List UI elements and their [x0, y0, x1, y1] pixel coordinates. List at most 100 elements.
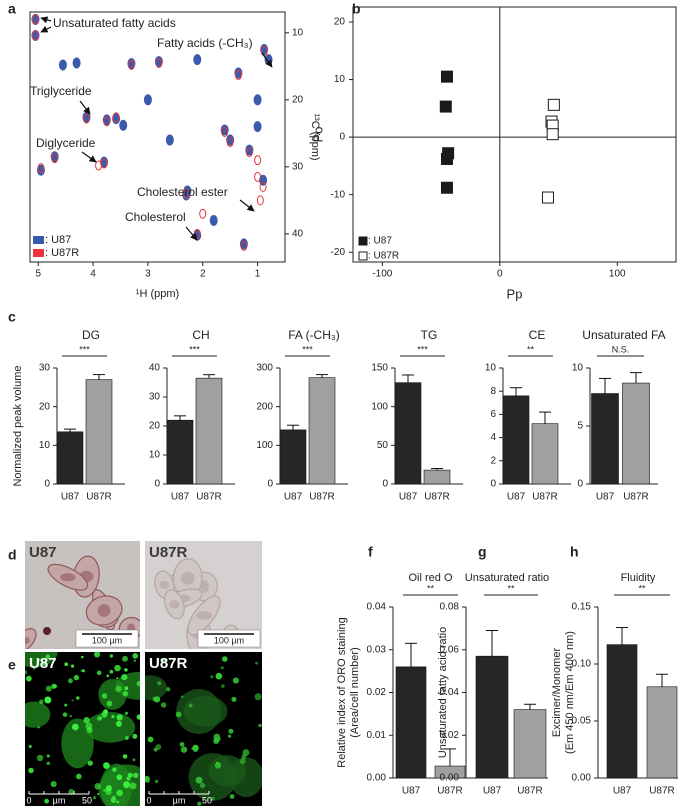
- x-tick-label: U87: [61, 492, 80, 503]
- lipid-droplet: [180, 746, 188, 753]
- peak: [31, 30, 39, 41]
- panel-letter: h: [570, 544, 579, 560]
- chart-title: DG: [82, 328, 100, 342]
- legend-label: : U87: [45, 234, 71, 246]
- lipid-droplet: [97, 716, 102, 721]
- y-axis-label: ¹³C (ppm): [309, 113, 321, 160]
- point: [440, 70, 453, 83]
- micrograph: 100 µm U87: [25, 541, 140, 649]
- lipid-droplet: [228, 734, 232, 738]
- lipid-droplet: [94, 652, 101, 658]
- peaks: [31, 13, 273, 251]
- lipid-droplet: [69, 714, 72, 718]
- legend-label: : U87R: [368, 251, 399, 262]
- y-tick-label: 20: [39, 401, 51, 412]
- image-label: U87R: [149, 544, 188, 561]
- x-tick-label: U87: [402, 786, 421, 797]
- lipid-droplet: [97, 792, 100, 796]
- y-tick-label: 4: [490, 432, 496, 443]
- micrograph: 0 µm 50 U87R: [145, 652, 262, 806]
- lipid-droplet: [76, 696, 80, 700]
- lipid-droplet: [105, 788, 112, 795]
- bar: [502, 395, 530, 485]
- peak: [199, 208, 207, 219]
- lipid-droplet: [122, 655, 128, 662]
- y-tick-label: 0.04: [367, 602, 387, 613]
- lipid-droplet: [106, 700, 113, 707]
- lipid-droplet: [116, 800, 120, 804]
- cell-glow: [25, 701, 51, 728]
- panel-letter: a: [8, 1, 16, 17]
- micrograph: 100 µm U87R: [145, 541, 262, 649]
- y-tick-label: 0: [267, 479, 273, 490]
- lipid-droplet: [38, 659, 41, 662]
- peak: [103, 116, 111, 127]
- panel-letter: e: [8, 657, 16, 673]
- lipid-droplet: [154, 779, 159, 784]
- lipid-droplet: [124, 686, 129, 691]
- lipid-droplet: [30, 657, 33, 661]
- panel-letter: c: [8, 309, 16, 325]
- annotation-arrow: [239, 199, 255, 212]
- y-axis-label: Normalized peak volume: [12, 365, 24, 486]
- panel-letter: d: [8, 547, 17, 563]
- lipid-droplet: [258, 723, 262, 728]
- y-tick-label: 30: [292, 161, 304, 172]
- lipid-droplet: [124, 668, 128, 672]
- y-tick-label: 50: [377, 440, 389, 451]
- y-tick-label: 20: [334, 17, 346, 28]
- lipid-droplet: [83, 717, 90, 724]
- y-tick-label: 0.05: [572, 716, 592, 727]
- annotation: Cholesterol: [125, 210, 186, 224]
- lipid-droplet: [195, 776, 203, 784]
- bar: [423, 469, 451, 485]
- lipid-droplet: [255, 661, 259, 665]
- annotation: Fatty acids (-CH₃): [157, 36, 253, 50]
- y-tick-label: 5: [577, 421, 583, 432]
- nucleus: [181, 571, 195, 585]
- lipid-droplet: [96, 670, 102, 676]
- peak: [254, 155, 262, 166]
- peak: [234, 70, 242, 81]
- y-tick-label: 10: [485, 363, 497, 374]
- bar: [56, 431, 84, 485]
- lipid-droplet: [115, 720, 122, 727]
- y-tick-label: 0.04: [440, 687, 460, 698]
- point: [541, 191, 554, 204]
- x-tick-label: 3: [145, 269, 151, 280]
- chart-title: TG: [421, 328, 438, 342]
- lipid-droplet: [192, 744, 199, 752]
- micrograph: 0 µm 50 U87: [25, 652, 140, 806]
- nucleus: [60, 573, 76, 582]
- y-axis-label: Po: [310, 127, 325, 143]
- lipid-droplet: [199, 782, 206, 789]
- image-label: U87: [29, 655, 57, 672]
- significance: **: [507, 583, 515, 593]
- bar: [85, 379, 113, 485]
- chart-title: FA (-CH₃): [288, 328, 340, 342]
- annotation-arrow: [261, 52, 273, 68]
- point: [546, 128, 559, 141]
- lipid-droplet: [28, 767, 34, 774]
- y-axis-label: Relative index of ORO staining: [336, 617, 348, 767]
- bar: [394, 382, 422, 485]
- y-tick-label: 40: [149, 363, 161, 374]
- annotation-arrow: [40, 16, 52, 24]
- x-tick-label: 4: [90, 269, 96, 280]
- bar: [166, 419, 194, 485]
- y-tick-label: 10: [292, 27, 304, 38]
- lipid-droplet: [109, 669, 114, 674]
- lipid-droplet: [231, 696, 237, 702]
- significance: N.S.: [612, 344, 630, 354]
- peak: [253, 94, 262, 106]
- stained-droplets: [43, 627, 51, 635]
- legend-marker: [358, 251, 368, 261]
- lipid-droplet: [188, 703, 193, 708]
- panel-letter: b: [352, 1, 361, 17]
- lipid-droplet: [175, 711, 182, 718]
- peak: [193, 54, 202, 66]
- y-tick-label: 8: [490, 386, 496, 397]
- bar: [279, 429, 307, 485]
- lipid-droplet: [155, 744, 162, 750]
- bar: [531, 423, 559, 485]
